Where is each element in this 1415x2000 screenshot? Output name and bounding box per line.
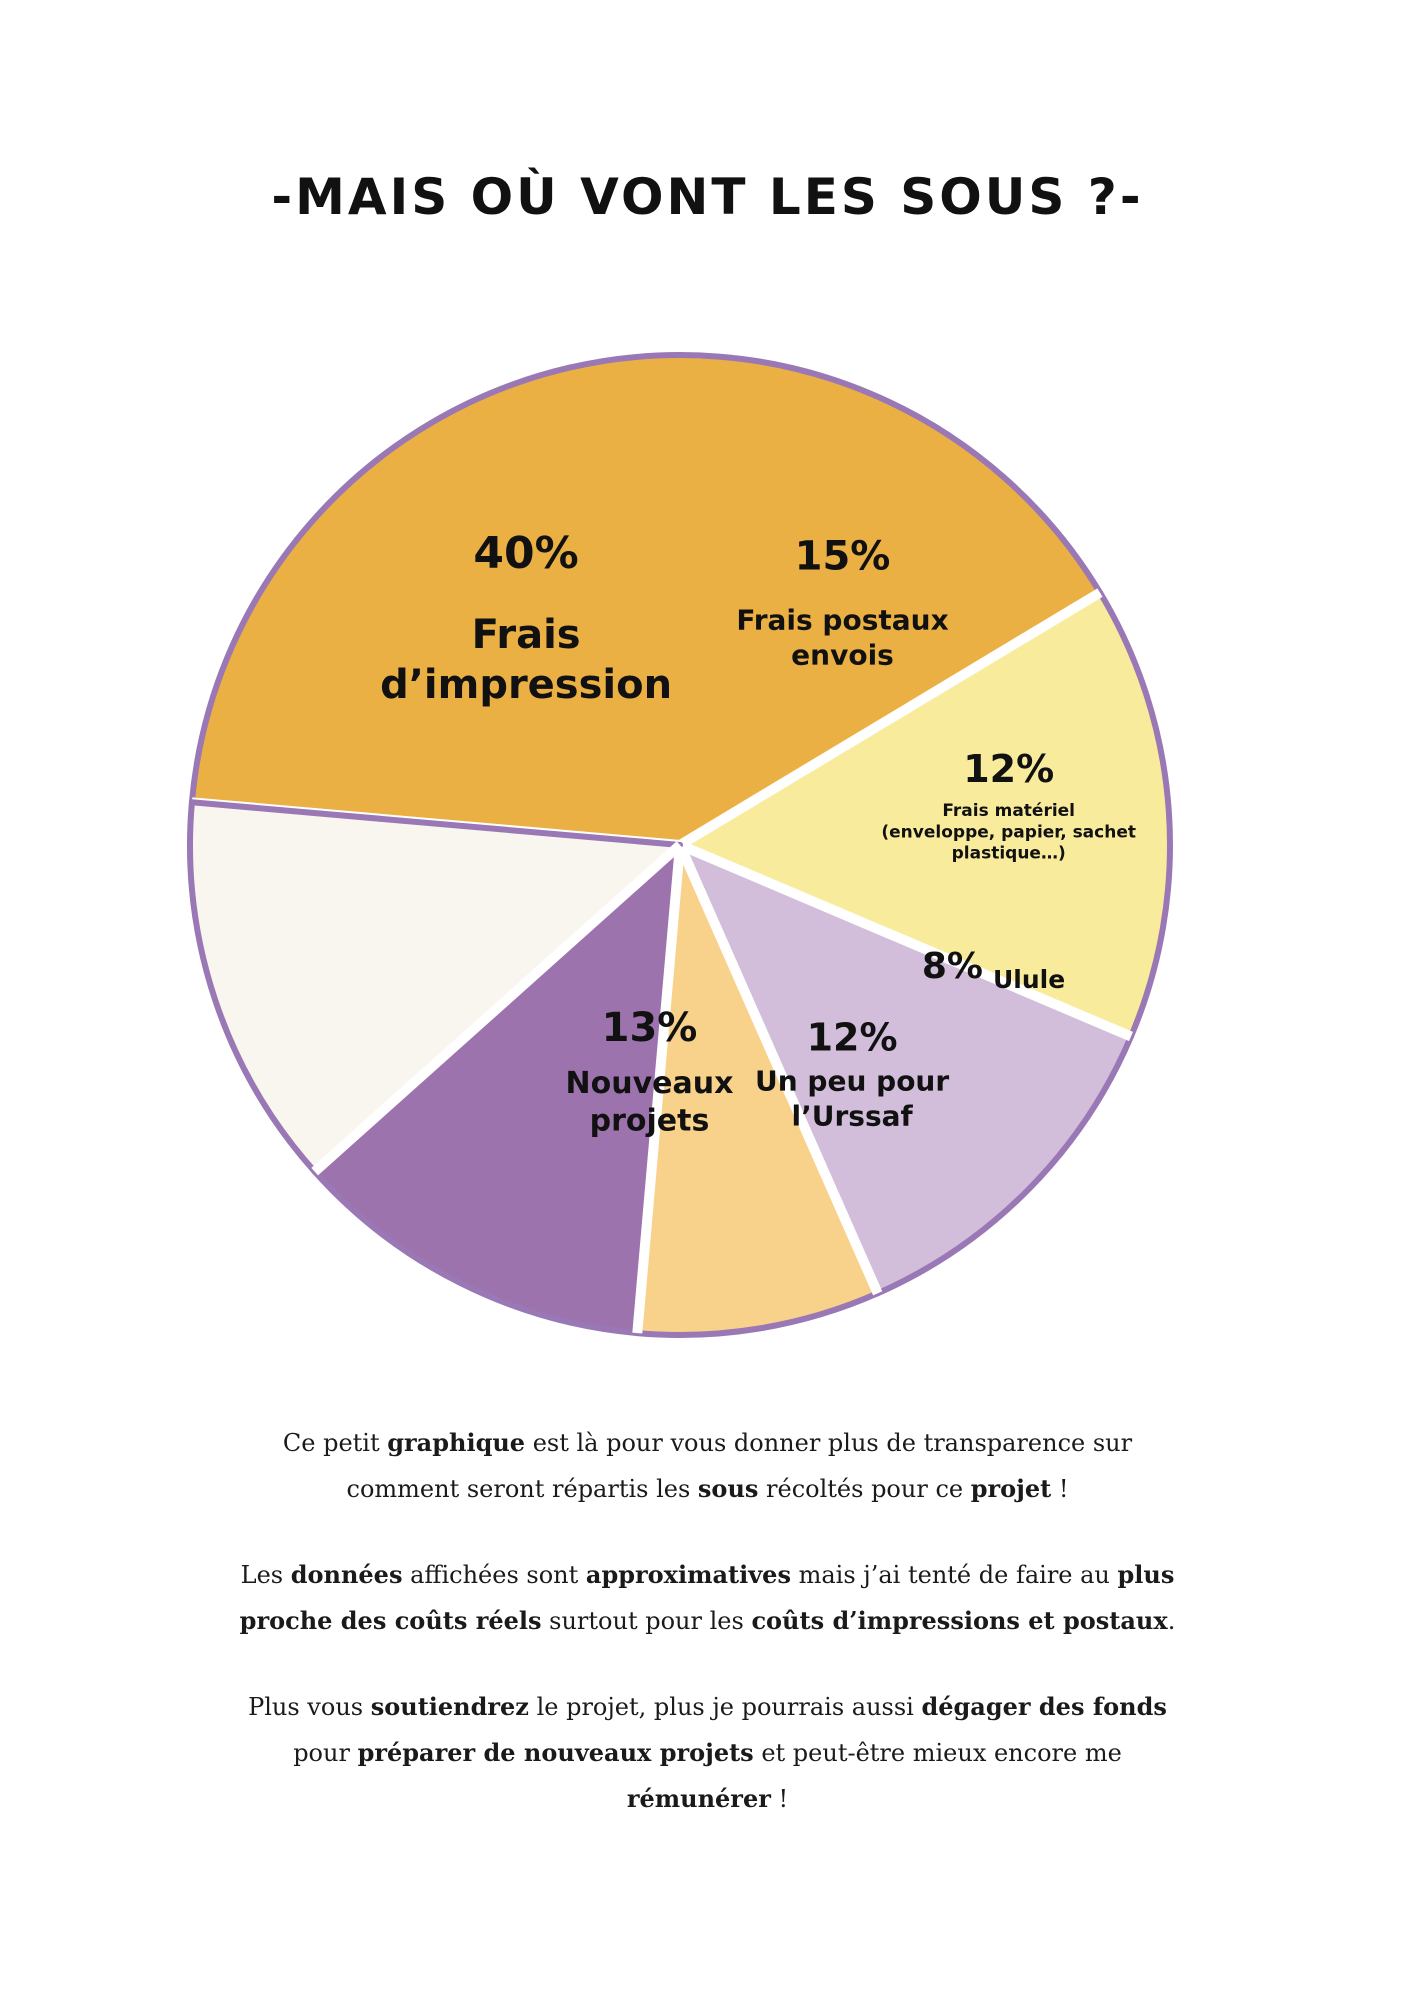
description-paragraph-3: Plus vous soutiendrez le projet, plus je… [248, 1692, 1167, 1813]
slice-separator [632, 844, 685, 1334]
slice-category-label: Frais d’impression [380, 612, 672, 708]
slice-separator [311, 841, 684, 1176]
page-title: -MAIS OÙ VONT LES SOUS ?- [271, 168, 1144, 226]
slice-separator [678, 840, 1133, 1042]
slice-category-label: Nouveaux projets [566, 1066, 734, 1139]
pie-slice [677, 589, 1173, 1040]
pie-slice [311, 842, 683, 1337]
pie-slice [634, 842, 881, 1338]
description-paragraph-2: Les données affichées sont approximative… [239, 1560, 1176, 1635]
slice-separator [677, 588, 1103, 850]
slice-value-label: 8% [922, 946, 983, 987]
slice-category-label: Frais matériel (enveloppe, papier, sachet… [881, 801, 1136, 864]
slice-value-label: 12% [963, 747, 1054, 791]
slice-value-label: 15% [795, 533, 891, 579]
slice-category-label: Un peu pour l’Urssaf [755, 1065, 949, 1133]
description-paragraph-1: Ce petit graphique est là pour vous donn… [282, 1428, 1133, 1503]
slice-separator [675, 842, 883, 1296]
slice-value-label: 40% [473, 528, 578, 579]
pie-slice [188, 352, 1103, 848]
pie-chart: 40% Frais d’impression 15% Frais postaux envo… [187, 352, 1173, 1338]
slice-category-label: Frais postaux envois [736, 603, 948, 671]
slice-category-label: Ulule [993, 965, 1065, 994]
description: Ce petit graphique est là pour vous donn… [230, 1420, 1185, 1862]
slice-value-label: 13% [602, 1005, 698, 1051]
slice-value-label: 12% [807, 1016, 898, 1060]
pie-slice [677, 842, 1134, 1297]
pie-slice [187, 799, 683, 1175]
